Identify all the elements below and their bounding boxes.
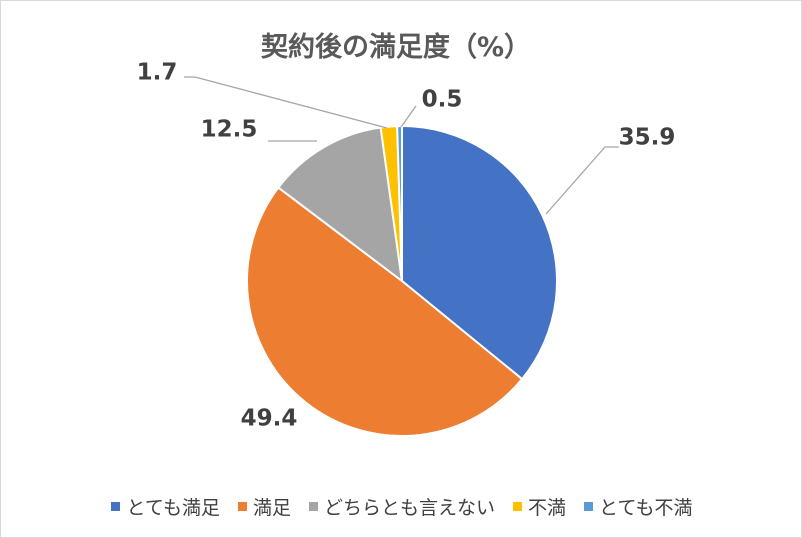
legend-swatch xyxy=(111,502,121,511)
pie-chart: 35.9 49.4 12.5 1.7 0.5 xyxy=(137,60,676,437)
legend-swatch xyxy=(308,502,318,511)
legend-label: 満足 xyxy=(252,497,291,519)
legend-label: とても不満 xyxy=(599,497,693,519)
leader-line-1 xyxy=(545,146,619,215)
data-label-5: 0.5 xyxy=(422,87,463,113)
legend-swatch xyxy=(584,502,594,511)
data-label-4: 1.7 xyxy=(137,60,178,86)
legend-label: とても満足 xyxy=(126,497,220,519)
legend-swatch xyxy=(237,502,247,511)
data-label-3: 12.5 xyxy=(201,117,258,143)
chart-title: 契約後の満足度（%） xyxy=(260,32,532,63)
legend: とても満足 満足 どちらとも言えない 不満 とても不満 xyxy=(1,493,802,520)
data-label-1: 35.9 xyxy=(619,125,676,151)
pie-slice-1 xyxy=(401,124,558,381)
leader-line-4 xyxy=(184,76,388,129)
legend-swatch xyxy=(513,502,522,511)
legend-item-4: 不満 xyxy=(513,493,566,520)
legend-item-3: どちらとも言えない xyxy=(308,493,495,520)
legend-item-5: とても不満 xyxy=(584,493,693,520)
legend-item-2: 満足 xyxy=(237,493,291,520)
pie-slice-2 xyxy=(246,186,524,437)
legend-label: 不満 xyxy=(528,497,567,519)
leader-line-5 xyxy=(400,105,417,128)
pie-slice-3 xyxy=(276,126,404,284)
legend-label: どちらとも言えない xyxy=(323,497,495,519)
legend-item-1: とても満足 xyxy=(111,493,220,520)
data-label-2: 49.4 xyxy=(241,406,298,432)
